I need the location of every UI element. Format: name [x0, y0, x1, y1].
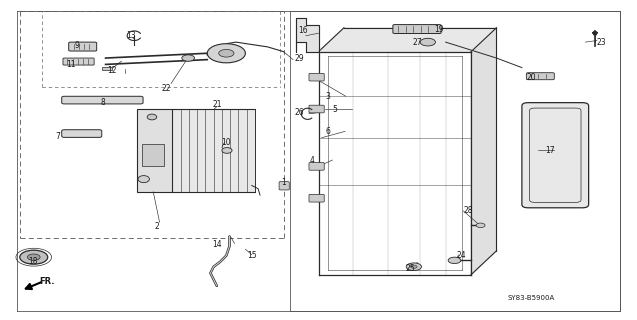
- Text: 21: 21: [212, 100, 222, 109]
- FancyBboxPatch shape: [522, 103, 589, 208]
- Text: 5: 5: [332, 105, 337, 114]
- FancyBboxPatch shape: [309, 195, 324, 202]
- FancyBboxPatch shape: [309, 73, 324, 81]
- FancyBboxPatch shape: [103, 67, 112, 70]
- Polygon shape: [471, 28, 496, 275]
- Text: 1: 1: [281, 178, 286, 187]
- Text: SY83-B5900A: SY83-B5900A: [508, 295, 555, 301]
- Circle shape: [20, 250, 48, 264]
- Circle shape: [448, 257, 461, 264]
- Text: 27: 27: [412, 38, 422, 47]
- Text: 7: 7: [55, 132, 61, 140]
- FancyBboxPatch shape: [63, 58, 94, 65]
- Text: 9: 9: [75, 41, 80, 50]
- Text: 15: 15: [247, 251, 257, 260]
- FancyBboxPatch shape: [309, 163, 324, 170]
- Bar: [173, 109, 255, 192]
- Text: 4: 4: [310, 156, 315, 164]
- Text: 14: 14: [212, 240, 222, 249]
- FancyBboxPatch shape: [69, 42, 97, 51]
- Text: 18: 18: [28, 258, 37, 267]
- Ellipse shape: [147, 114, 157, 120]
- Text: 6: 6: [326, 127, 331, 136]
- Bar: [138, 109, 173, 192]
- Text: 23: 23: [596, 38, 606, 47]
- Circle shape: [476, 223, 485, 228]
- Circle shape: [411, 265, 417, 268]
- Circle shape: [27, 254, 40, 260]
- FancyArrow shape: [592, 31, 598, 35]
- Text: 11: 11: [66, 60, 75, 69]
- Text: 12: 12: [107, 66, 117, 75]
- Text: 2: 2: [154, 222, 159, 231]
- Circle shape: [406, 263, 422, 270]
- Bar: [143, 144, 164, 166]
- Text: 10: 10: [222, 138, 231, 147]
- Ellipse shape: [222, 148, 232, 153]
- Text: 25: 25: [406, 264, 415, 273]
- FancyBboxPatch shape: [62, 130, 102, 137]
- FancyBboxPatch shape: [393, 25, 441, 34]
- Text: 20: 20: [527, 73, 536, 82]
- Text: 24: 24: [457, 251, 466, 260]
- Text: 28: 28: [463, 206, 473, 215]
- FancyBboxPatch shape: [309, 105, 324, 113]
- Polygon shape: [318, 28, 496, 52]
- Circle shape: [218, 50, 234, 57]
- Ellipse shape: [182, 55, 194, 61]
- Text: 8: 8: [100, 98, 104, 107]
- Text: 13: 13: [126, 31, 136, 40]
- Text: 22: 22: [161, 84, 171, 93]
- Text: 19: 19: [434, 25, 444, 34]
- Text: 26: 26: [295, 108, 304, 117]
- Ellipse shape: [138, 176, 150, 183]
- Circle shape: [207, 44, 245, 63]
- Circle shape: [420, 38, 436, 46]
- Polygon shape: [296, 18, 318, 52]
- FancyBboxPatch shape: [62, 96, 143, 104]
- FancyBboxPatch shape: [279, 182, 289, 190]
- Text: 17: 17: [546, 146, 555, 155]
- Text: 29: 29: [295, 53, 304, 62]
- Text: 3: 3: [326, 92, 331, 101]
- Text: 16: 16: [297, 27, 308, 36]
- FancyBboxPatch shape: [526, 73, 554, 80]
- Text: FR.: FR.: [39, 277, 54, 286]
